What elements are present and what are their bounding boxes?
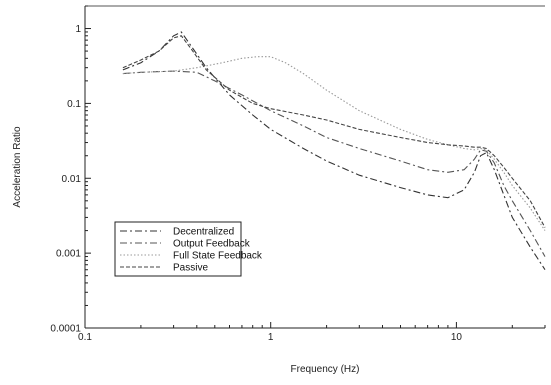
series-line-3 bbox=[122, 56, 546, 231]
series-line-4 bbox=[122, 35, 546, 228]
x-tick-label: 1 bbox=[268, 332, 274, 343]
series-line-1 bbox=[122, 31, 546, 271]
y-tick-label: 0.001 bbox=[56, 249, 81, 260]
x-tick-label: 0.1 bbox=[78, 332, 92, 343]
axes: 0.1 1 10 0.0001 0.001 0.01 0.1 1 Frequency (Hz) A… bbox=[12, 5, 546, 375]
legend-label: Passive bbox=[173, 263, 208, 274]
y-tick-label: 0.1 bbox=[67, 99, 81, 110]
y-tick-label: 0.01 bbox=[62, 174, 82, 185]
y-tick-label: 0.0001 bbox=[50, 324, 81, 335]
plot-series bbox=[122, 31, 546, 271]
y-tick-label: 1 bbox=[75, 24, 81, 35]
y-axis-title: Acceleration Ratio bbox=[12, 126, 23, 208]
x-axis-title: Frequency (Hz) bbox=[291, 364, 360, 375]
series-line-2 bbox=[122, 70, 546, 257]
x-tick-label: 10 bbox=[451, 332, 463, 343]
legend-label: Full State Feedback bbox=[173, 251, 263, 262]
legend-label: Decentralized bbox=[173, 227, 234, 238]
legend-label: Output Feedback bbox=[173, 239, 251, 250]
